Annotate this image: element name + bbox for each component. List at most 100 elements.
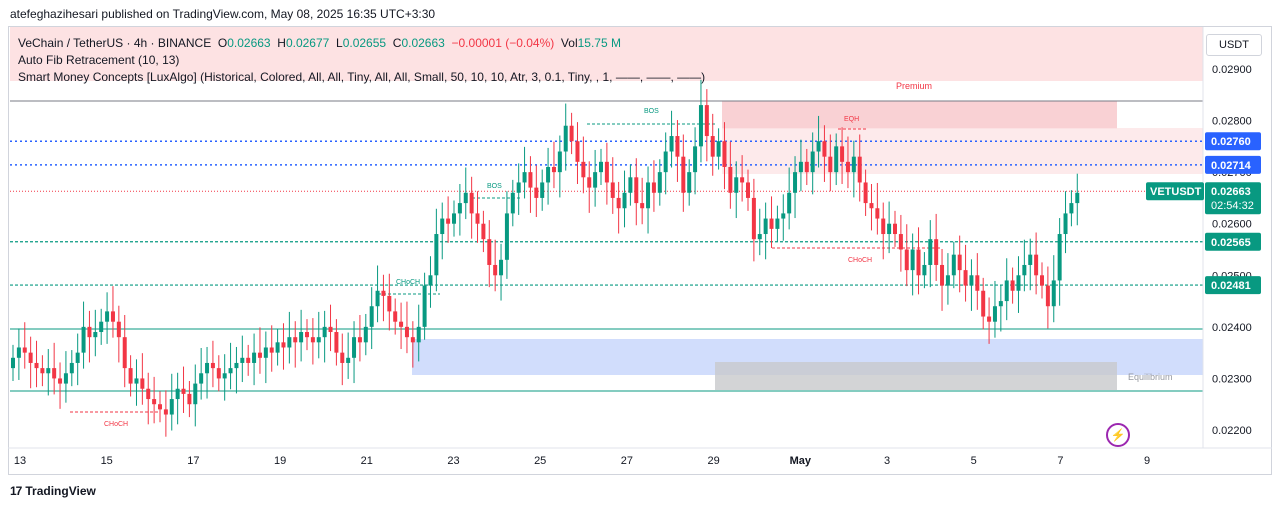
legend-high-label: H [277, 36, 286, 50]
tradingview-logo[interactable]: 17 TradingView [10, 484, 96, 498]
legend-indicator-smc[interactable]: Smart Money Concepts [LuxAlgo] (Historic… [18, 70, 706, 84]
candle-body [322, 326, 327, 338]
candle-body [987, 316, 992, 322]
legend-close-label: C [392, 36, 402, 50]
candle-body [128, 368, 133, 384]
candle-body [557, 151, 562, 173]
candle-body [863, 182, 868, 204]
candle-body [457, 203, 462, 214]
candle-body [222, 373, 227, 379]
candle-body [1022, 264, 1027, 276]
candle-body [216, 368, 221, 379]
candle-body [1016, 275, 1021, 291]
price-label-text: 0.02714 [1211, 160, 1252, 172]
candle-body [375, 290, 380, 307]
candle-body [493, 264, 498, 276]
candle-body [793, 172, 798, 193]
structure-label-5: EQH [844, 116, 859, 123]
price-label-text: 0.02760 [1211, 136, 1251, 148]
candle-body [740, 177, 745, 183]
time-axis-tick: 3 [884, 455, 890, 467]
legend-volume-value: 15.75 M [577, 36, 621, 50]
price-label-box [1205, 132, 1261, 151]
time-axis-tick: 21 [361, 455, 373, 467]
candle-body [357, 337, 362, 343]
structure-label-4: CHoCH [848, 257, 872, 264]
chart-frame [8, 26, 1272, 475]
candle-body [28, 352, 33, 363]
candle-body [163, 409, 168, 415]
candle-body [40, 368, 45, 374]
candle-body [287, 337, 292, 348]
tradingview-mark-icon: 17 [10, 484, 22, 498]
candle-body [469, 192, 474, 214]
candle-body [310, 337, 315, 343]
candle-body [1057, 234, 1062, 281]
candle-body [881, 218, 886, 235]
candle-body [116, 321, 121, 338]
time-axis-tick: 15 [101, 455, 113, 467]
candle-body [105, 311, 110, 322]
candle-body [257, 352, 262, 358]
candle-body [352, 337, 357, 358]
candle-body [275, 342, 280, 353]
candle-body [452, 213, 456, 224]
price-axis-tick: 0.02200 [1212, 425, 1252, 437]
candle-body [1004, 280, 1009, 302]
price-label-text: 0.02565 [1211, 237, 1251, 249]
candle-body [657, 172, 662, 193]
legend-low-value: 0.02655 [342, 36, 387, 50]
bolt-icon[interactable]: ⚡ [1106, 423, 1130, 447]
legend-indicator-fib[interactable]: Auto Fib Retracement (10, 13) [18, 53, 180, 67]
candle-body [205, 362, 210, 374]
candle-body [646, 182, 651, 209]
candle-body [851, 156, 856, 173]
candle-body [369, 306, 374, 327]
legend-symbol[interactable]: VeChain / TetherUS · 4h · BINANCE [18, 36, 212, 50]
time-axis-tick: 29 [707, 455, 719, 467]
time-axis-tick: May [790, 455, 812, 467]
candle-body [422, 285, 427, 327]
candle-body [1063, 213, 1068, 235]
candle-body [416, 326, 421, 343]
candle-body [722, 141, 727, 167]
candle-body [845, 161, 850, 173]
legend-ohlc-row: VeChain / TetherUS · 4h · BINANCE O0.026… [18, 35, 705, 52]
candle-body [916, 249, 921, 276]
candle-body [75, 352, 80, 363]
candle-body [681, 156, 686, 193]
candle-body [922, 264, 927, 276]
time-axis-tick: 7 [1057, 455, 1063, 467]
legend-change: −0.00001 (−0.04%) [451, 36, 555, 50]
premium-block-extended [722, 128, 1203, 174]
publish-info: atefeghazihesari published on TradingVie… [10, 7, 436, 21]
price-label-box [1205, 276, 1261, 295]
candle-body [628, 177, 633, 193]
candle-body [634, 177, 639, 204]
candle-body [869, 203, 874, 209]
price-axis-tick: 0.02600 [1212, 219, 1252, 231]
candle-body [475, 213, 480, 224]
candle-body [663, 151, 668, 173]
equilibrium-zone [715, 362, 1117, 390]
currency-button[interactable]: USDT [1206, 34, 1262, 56]
candle-body [316, 337, 321, 343]
structure-label-2: CHoCH [396, 279, 420, 286]
candle-body [504, 213, 509, 260]
candle-body [910, 249, 915, 271]
candle-body [981, 290, 986, 317]
candle-body [22, 347, 27, 353]
candle-body [610, 182, 615, 198]
candle-body [975, 275, 980, 291]
candle-body [140, 378, 145, 389]
candle-body [69, 362, 74, 374]
candle-body [822, 141, 827, 157]
candle-body [428, 275, 433, 286]
candle-body [11, 357, 15, 369]
legend-high-value: 0.02677 [285, 36, 330, 50]
candle-body [281, 342, 286, 348]
candle-body [234, 362, 239, 369]
ticker-badge [1146, 182, 1204, 201]
candle-body [263, 347, 268, 358]
